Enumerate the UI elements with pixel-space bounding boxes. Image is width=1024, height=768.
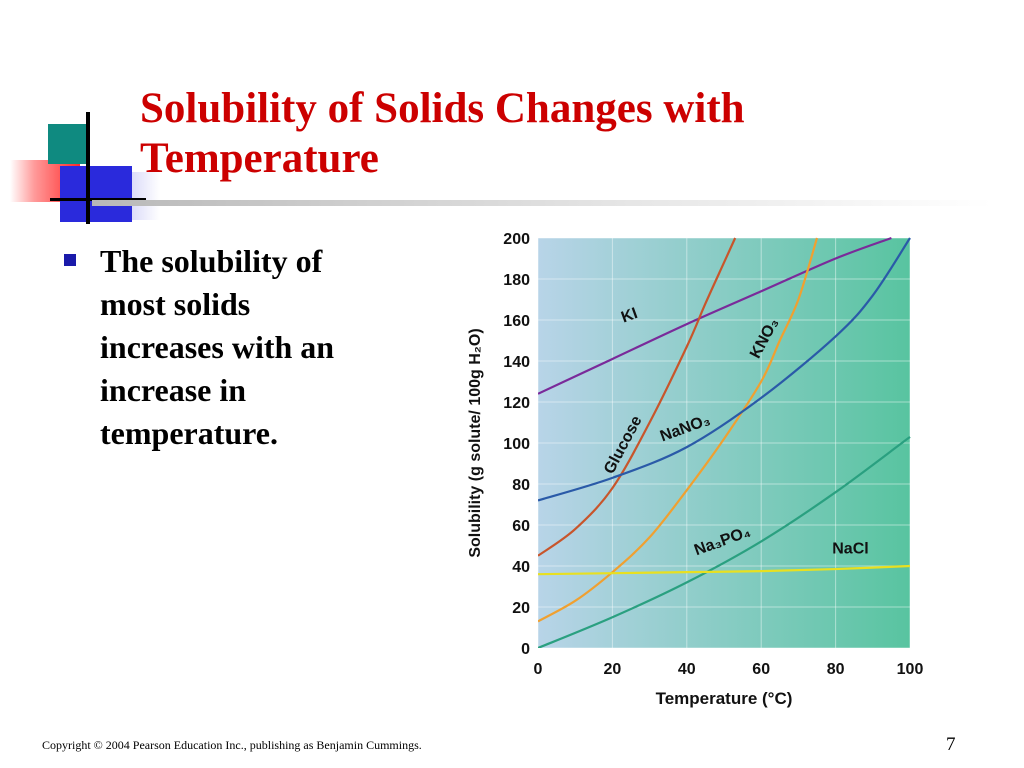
slide-title: Solubility of Solids Changes with Temper… [140,85,745,182]
series-label: NaCl [832,541,868,558]
y-tick-label: 100 [503,436,530,453]
title-rule [92,200,992,206]
decor-blue-square [60,166,132,222]
y-tick-label: 180 [503,272,530,289]
series-line [538,435,911,648]
y-tick-label: 80 [512,477,530,494]
y-tick-label: 160 [503,313,530,330]
y-tick-label: 200 [503,231,530,248]
bullet-icon [64,254,76,266]
bullet-text: The solubility of most solids increases … [100,243,335,451]
x-tick-label: 60 [752,661,770,678]
x-tick-label: 100 [897,661,924,678]
plot-background [538,238,910,648]
y-tick-label: 60 [512,518,530,535]
grid [537,237,911,649]
series-line [538,237,819,623]
decor-vertical-line [86,112,90,224]
y-tick-label: 120 [503,395,530,412]
series-line [538,564,911,576]
y-axis-label: Solubility (g solute/ 100g H₂O) [467,328,484,557]
series-label: KI [619,305,640,326]
x-axis-label: Temperature (°C) [656,689,793,708]
copyright-footer: Copyright © 2004 Pearson Education Inc.,… [42,738,422,752]
x-tick-label: 0 [534,661,543,678]
x-tick-label: 40 [678,661,696,678]
decor-blue-fade [100,172,160,220]
y-tick-label: 140 [503,354,530,371]
y-tick-label: 40 [512,559,530,576]
x-tick-label: 80 [827,661,845,678]
y-tick-label: 0 [521,641,530,658]
x-tick-label: 20 [604,661,622,678]
tick-labels: 0 20 40 60 80 100 120 140 160 180 200 0 20 40 60 80 100 [503,231,923,678]
series-line [538,237,911,502]
series-line [538,237,737,557]
decor-horizontal-line [50,198,146,201]
y-tick-label: 20 [512,600,530,617]
series-line [538,236,892,395]
page-number: 7 [946,734,956,755]
decor-teal-square [48,124,88,164]
series-group [538,236,911,648]
